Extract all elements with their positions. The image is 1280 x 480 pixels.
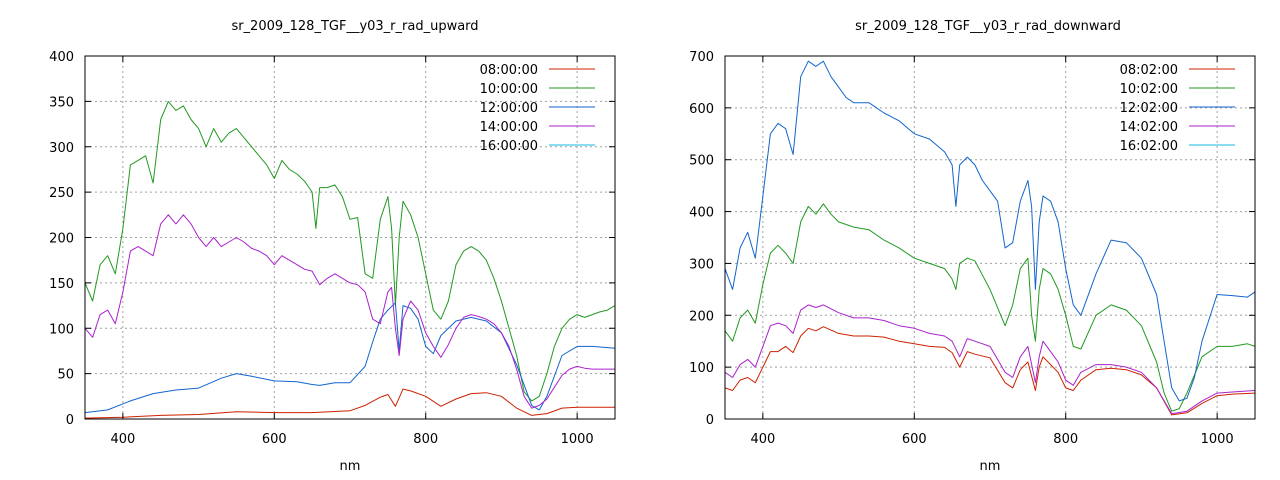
y-tick-label: 200 [689,309,714,324]
legend-label: 16:02:00 [1120,139,1178,154]
legend: 08:02:00 10:02:00 12:02:00 14:02:00 16:02:00 [1120,63,1235,154]
legend-label: 08:00:00 [480,63,538,78]
series-line [724,304,1256,415]
series-line [84,214,615,409]
chart-title: sr_2009_128_TGF__y03_r_rad_upward [231,19,478,34]
series-line [84,100,616,402]
series-line [84,302,616,414]
legend-label: 08:02:00 [1120,63,1178,78]
y-tick-label: 150 [49,277,74,292]
y-tick-label: 50 [57,368,74,383]
chart-panel-upward: sr_2009_128_TGF__y03_r_rad_upward 0 50 100 1… [49,19,616,474]
legend-label: 12:00:00 [480,101,538,116]
x-tick-label: 600 [902,432,927,447]
x-tick-label: 800 [413,432,438,447]
y-tick-label: 200 [49,232,74,247]
legend: 08:00:00 10:00:00 12:00:00 14:00:00 16:00:00 [480,63,595,154]
series-line [724,326,1256,416]
x-tick-label: 800 [1053,432,1078,447]
y-tick-label: 400 [49,50,74,65]
legend-label: 14:00:00 [480,120,538,135]
chart-panel-downward: sr_2009_128_TGF__y03_r_rad_downward 0 100 2… [689,19,1256,474]
x-axis-label: nm [980,459,1001,474]
y-tick-label: 300 [49,141,74,156]
legend-label: 14:02:00 [1120,120,1178,135]
legend-label: 12:02:00 [1120,101,1178,116]
y-tick-label: 250 [49,186,74,201]
legend-label: 16:00:00 [480,139,538,154]
x-tick-label: 1000 [561,432,594,447]
chart-title: sr_2009_128_TGF__y03_r_rad_downward [855,19,1121,34]
y-tick-label: 0 [706,413,714,428]
y-tick-label: 500 [689,154,714,169]
series-line [84,388,615,419]
legend-label: 10:02:00 [1120,82,1178,97]
y-tick-label: 300 [689,257,714,272]
legend-label: 10:00:00 [480,82,538,97]
y-tick-label: 400 [689,206,714,221]
y-tick-label: 600 [689,102,714,117]
x-tick-label: 400 [110,432,135,447]
x-tick-label: 400 [750,432,775,447]
x-tick-label: 1000 [1201,432,1234,447]
series-line [724,203,1256,412]
x-tick-label: 600 [262,432,287,447]
y-tick-label: 350 [49,95,74,110]
y-tick-label: 0 [66,413,74,428]
y-tick-label: 700 [689,50,714,65]
x-axis-label: nm [340,459,361,474]
y-tick-label: 100 [689,361,714,376]
plot-frame [724,55,1256,420]
y-tick-label: 100 [49,322,74,337]
series-line [724,60,1256,402]
